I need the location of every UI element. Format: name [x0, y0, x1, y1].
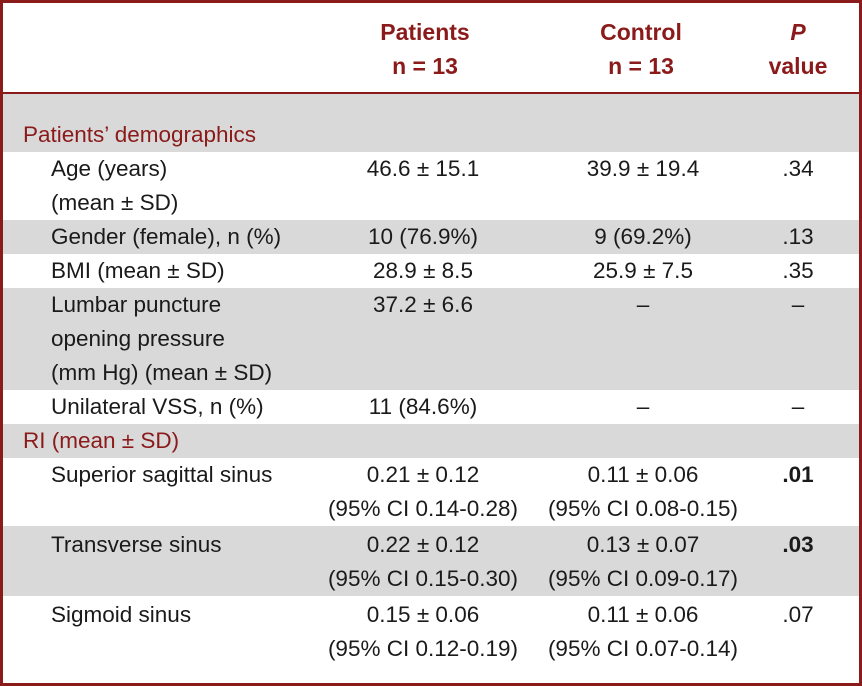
cell-patients: 37.2 ± 6.6 [373, 292, 473, 317]
header-patients-n: n = 13 [392, 53, 458, 79]
row-label-line: Age (years) [51, 156, 168, 181]
cell-value: 0.15 ± 0.06 [366, 602, 480, 627]
cell-ci: (95% CI 0.12-0.19) [327, 636, 519, 661]
cell-control: 25.9 ± 7.5 [593, 258, 693, 283]
cell-control: 9 (69.2%) [594, 224, 692, 249]
section-ri-row: RI (mean ± SD) [3, 424, 859, 458]
cell-p-value: – [791, 292, 805, 317]
cell-p-value: – [791, 394, 805, 419]
cell-value: 0.21 ± 0.12 [366, 462, 480, 487]
row-label: BMI (mean ± SD) [51, 258, 225, 283]
header-p-word: value [768, 53, 828, 79]
cell-control: – [636, 394, 650, 419]
cell-ci: (95% CI 0.14-0.28) [327, 496, 519, 521]
row-label-line: (mean ± SD) [51, 190, 179, 215]
header-p-value: P value [748, 15, 848, 83]
cell-patients: 46.6 ± 15.1 [366, 156, 480, 181]
row-label: Age (years) (mean ± SD) [51, 152, 178, 220]
cell-p-value: .34 [782, 156, 814, 181]
header-patients: Patients n = 13 [315, 15, 535, 83]
cell-p-value: .13 [782, 224, 814, 249]
cell-value: 0.11 ± 0.06 [587, 602, 699, 627]
table-row-transverse-sinus: Transverse sinus 0.22 ± 0.12 (95% CI 0.1… [3, 526, 859, 596]
cell-patients: 10 (76.9%) [367, 224, 479, 249]
header-patients-title: Patients [380, 19, 470, 45]
cell-value: 0.11 ± 0.06 [587, 462, 699, 487]
cell-patients: 11 (84.6%) [368, 394, 478, 419]
row-label: Sigmoid sinus [51, 602, 192, 627]
cell-p-value: .07 [782, 602, 814, 627]
cell-ci: (95% CI 0.15-0.30) [327, 566, 519, 591]
cell-ci: (95% CI 0.08-0.15) [547, 496, 739, 521]
row-label: Superior sagittal sinus [51, 462, 273, 487]
table-row-gender: Gender (female), n (%) 10 (76.9%) 9 (69.… [3, 220, 859, 254]
cell-patients: 0.22 ± 0.12 (95% CI 0.15-0.30) [303, 528, 543, 596]
cell-control: 0.11 ± 0.06 (95% CI 0.08-0.15) [523, 458, 763, 526]
header-control-title: Control [600, 19, 682, 45]
cell-ci: (95% CI 0.09-0.17) [547, 566, 739, 591]
cell-control: – [636, 292, 650, 317]
table-row-sigmoid-sinus: Sigmoid sinus 0.15 ± 0.06 (95% CI 0.12-0… [3, 598, 859, 670]
row-label: Lumbar puncture opening pressure (mm Hg)… [51, 288, 272, 390]
cell-control: 39.9 ± 19.4 [586, 156, 700, 181]
cell-p-value: .35 [782, 258, 814, 283]
row-label-line: opening pressure [51, 326, 225, 351]
section-ri-label: RI (mean ± SD) [23, 428, 180, 453]
row-label-line: Lumbar puncture [51, 292, 222, 317]
table-row-superior-sagittal-sinus: Superior sagittal sinus 0.21 ± 0.12 (95%… [3, 458, 859, 526]
cell-patients: 0.15 ± 0.06 (95% CI 0.12-0.19) [303, 598, 543, 666]
cell-patients: 28.9 ± 8.5 [373, 258, 473, 283]
cell-ci: (95% CI 0.07-0.14) [547, 636, 739, 661]
table-row-vss: Unilateral VSS, n (%) 11 (84.6%) – – [3, 390, 859, 424]
cell-patients: 0.21 ± 0.12 (95% CI 0.14-0.28) [303, 458, 543, 526]
row-label: Transverse sinus [51, 532, 222, 557]
section-demographics-row: Patients’ demographics [3, 94, 859, 152]
row-label: Gender (female), n (%) [51, 224, 282, 249]
cell-control: 0.11 ± 0.06 (95% CI 0.07-0.14) [523, 598, 763, 666]
cell-control: 0.13 ± 0.07 (95% CI 0.09-0.17) [523, 528, 763, 596]
cell-p-value: .01 [782, 462, 814, 487]
section-demographics-label: Patients’ demographics [23, 122, 257, 147]
table-row-lumbar-puncture: Lumbar puncture opening pressure (mm Hg)… [3, 288, 859, 390]
row-label: Unilateral VSS, n (%) [51, 394, 264, 419]
cell-value: 0.22 ± 0.12 [366, 532, 480, 557]
header-p-letter: P [790, 19, 806, 45]
table-header: Patients n = 13 Control n = 13 P value [3, 3, 859, 94]
cell-value: 0.13 ± 0.07 [586, 532, 700, 557]
table-row-age: Age (years) (mean ± SD) 46.6 ± 15.1 39.9… [3, 152, 859, 220]
header-control-n: n = 13 [608, 53, 674, 79]
table-row-bmi: BMI (mean ± SD) 28.9 ± 8.5 25.9 ± 7.5 .3… [3, 254, 859, 288]
header-control: Control n = 13 [531, 15, 751, 83]
row-label-line: (mm Hg) (mean ± SD) [51, 360, 273, 385]
cell-p-value: .03 [782, 532, 814, 557]
